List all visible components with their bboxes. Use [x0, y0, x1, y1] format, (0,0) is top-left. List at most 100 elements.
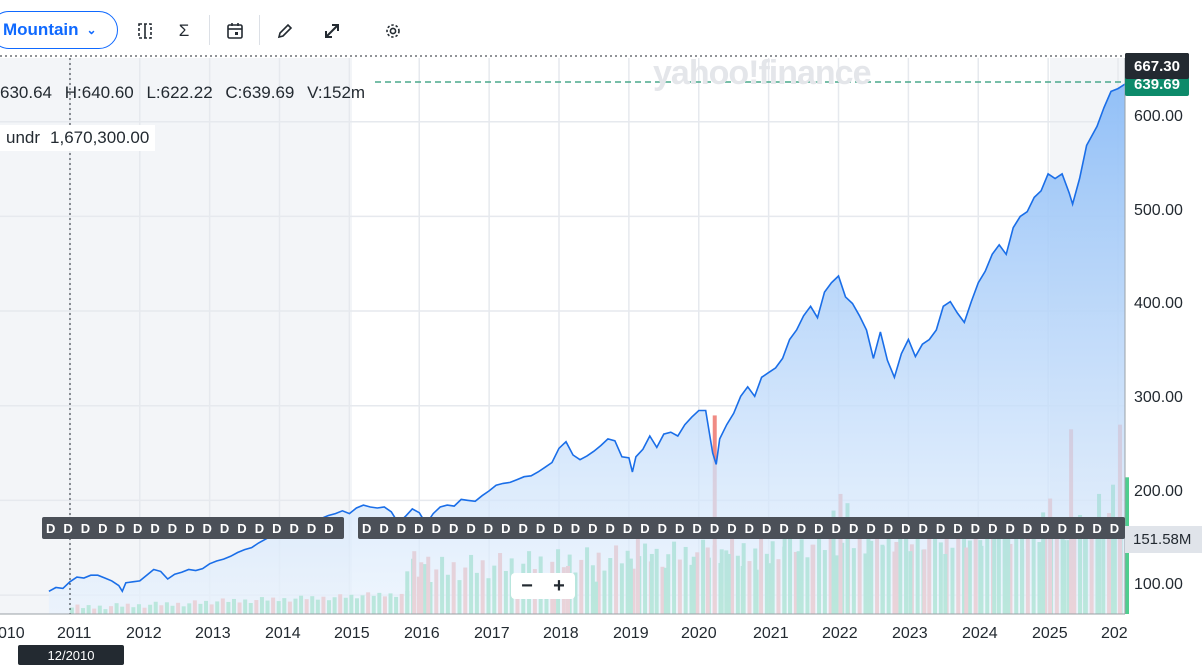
crosshair-date-label: 12/2010 — [18, 645, 124, 665]
dividend-event-marker[interactable]: D — [254, 520, 265, 536]
dividend-event-marker[interactable]: D — [953, 520, 963, 536]
dividend-event-marker[interactable]: D — [779, 520, 789, 536]
dividend-event-marker[interactable]: D — [761, 520, 772, 536]
dividend-event-marker[interactable]: D — [1057, 520, 1068, 536]
fullscreen-expand-icon[interactable] — [319, 18, 345, 44]
dividend-event-marker[interactable]: D — [831, 520, 841, 536]
toolbar-divider — [259, 15, 260, 45]
settings-gear-icon[interactable] — [380, 18, 406, 44]
dividend-event-marker[interactable]: D — [80, 520, 91, 536]
volume-study-value: 1,670,300.00 — [50, 128, 150, 147]
chevron-down-icon: ⌄ — [86, 23, 97, 37]
chart-type-label: Mountain — [3, 20, 79, 39]
y-tick-label: 400.00 — [1134, 295, 1183, 312]
dividend-event-marker[interactable]: D — [1022, 520, 1033, 536]
volume-study-name: undr — [6, 128, 41, 147]
volume-tag: 151.58M — [1125, 526, 1202, 553]
dividend-event-marker[interactable]: D — [1092, 520, 1102, 536]
dividend-event-marker[interactable]: D — [396, 520, 407, 536]
dividend-event-marker[interactable]: D — [132, 520, 143, 536]
dividend-event-marker[interactable]: D — [848, 520, 859, 536]
dividend-event-marker[interactable]: D — [901, 520, 911, 536]
dividend-event-marker[interactable]: D — [657, 520, 668, 536]
zoom-in-button[interactable]: + — [553, 574, 565, 597]
chart-type-dropdown[interactable]: Mountain ⌄ — [0, 11, 118, 49]
x-tick-label: 010 — [0, 625, 25, 642]
compare-icon[interactable] — [132, 18, 158, 44]
dividend-event-marker[interactable]: D — [362, 520, 372, 536]
dividend-event-marker[interactable]: D — [448, 520, 459, 536]
close-value: C:639.69 — [225, 83, 295, 102]
dividend-event-marker[interactable]: D — [866, 520, 876, 536]
high-price-tag-overlay: 667.30 — [1125, 53, 1189, 79]
chart-toolbar: Mountain ⌄ Σ — [0, 0, 1202, 58]
dividend-event-marker[interactable]: D — [202, 520, 212, 536]
dividend-event-marker[interactable]: D — [988, 520, 998, 536]
x-tick-label: 2021 — [753, 625, 789, 642]
dividend-event-marker[interactable]: D — [501, 520, 511, 536]
draw-pencil-icon[interactable] — [272, 18, 298, 44]
dividend-event-marker[interactable]: D — [167, 520, 178, 536]
price-area-fill — [48, 84, 1125, 615]
dividend-event-marker[interactable]: D — [1075, 520, 1085, 536]
dividend-event-marker[interactable]: D — [640, 520, 650, 536]
dividend-event-marker[interactable]: D — [466, 520, 476, 536]
indicators-icon[interactable]: Σ — [178, 21, 190, 40]
y-tick-label: 500.00 — [1134, 202, 1183, 219]
dividend-event-marker[interactable]: D — [115, 520, 125, 536]
dividend-event-marker[interactable]: D — [219, 520, 230, 536]
dividend-event-marker[interactable]: D — [1109, 520, 1120, 536]
dividend-event-marker[interactable]: D — [46, 520, 56, 536]
dividend-event-marker[interactable]: D — [289, 520, 299, 536]
dividend-event-marker[interactable]: D — [483, 520, 494, 536]
dividend-event-marker[interactable]: D — [605, 520, 615, 536]
x-tick-label: 2025 — [1032, 625, 1068, 642]
dividend-event-marker[interactable]: D — [98, 520, 108, 536]
x-tick-label: 2012 — [126, 625, 162, 642]
x-tick-label: 2018 — [543, 625, 579, 642]
dividend-event-marker[interactable]: D — [150, 520, 160, 536]
dividend-event-marker[interactable]: D — [518, 520, 528, 536]
dividend-event-marker[interactable]: D — [414, 520, 424, 536]
dividend-event-marker[interactable]: D — [1040, 520, 1050, 536]
dividend-event-marker[interactable]: D — [796, 520, 807, 536]
dividend-event-marker[interactable]: D — [692, 520, 702, 536]
volume-study-label[interactable]: undr 1,670,300.00 — [0, 125, 156, 151]
y-tick-label: 200.00 — [1134, 483, 1183, 500]
dividend-event-marker[interactable]: D — [570, 520, 581, 536]
dividend-event-marker[interactable]: D — [185, 520, 195, 536]
dividend-event-marker[interactable]: D — [306, 520, 317, 536]
dividend-event-marker[interactable]: D — [431, 520, 441, 536]
dividend-event-marker[interactable]: D — [379, 520, 389, 536]
zoom-out-button[interactable]: − — [521, 574, 533, 597]
dividend-event-marker[interactable]: D — [588, 520, 598, 536]
dividend-event-marker[interactable]: D — [709, 520, 720, 536]
x-tick-label: 2024 — [962, 625, 998, 642]
dividend-event-marker[interactable]: D — [63, 520, 73, 536]
dividend-event-marker[interactable]: D — [324, 520, 334, 536]
dividend-event-marker[interactable]: D — [814, 520, 824, 536]
dividend-event-marker[interactable]: D — [744, 520, 754, 536]
y-tick-label: 600.00 — [1134, 108, 1183, 125]
y-tick-label: 100.00 — [1134, 576, 1183, 593]
dividend-event-marker[interactable]: D — [237, 520, 247, 536]
dividend-event-marker[interactable]: D — [675, 520, 685, 536]
open-value: 630.64 — [0, 83, 52, 102]
dividend-event-marker[interactable]: D — [1005, 520, 1015, 536]
dividend-event-marker[interactable]: D — [727, 520, 737, 536]
dividend-event-marker[interactable]: D — [553, 520, 563, 536]
dividend-event-marker[interactable]: D — [272, 520, 282, 536]
y-tick-label: 300.00 — [1134, 389, 1183, 406]
x-tick-label: 2022 — [822, 625, 858, 642]
dividend-event-marker[interactable]: D — [622, 520, 633, 536]
dividend-event-marker[interactable]: D — [935, 520, 946, 536]
events-calendar-icon[interactable] — [222, 18, 248, 44]
dividend-event-marker[interactable]: D — [918, 520, 928, 536]
dividend-event-marker[interactable]: D — [883, 520, 894, 536]
dividend-event-marker[interactable]: D — [535, 520, 546, 536]
yahoo-finance-watermark: yahoo!finance — [653, 54, 871, 92]
dividend-event-marker[interactable]: D — [970, 520, 981, 536]
